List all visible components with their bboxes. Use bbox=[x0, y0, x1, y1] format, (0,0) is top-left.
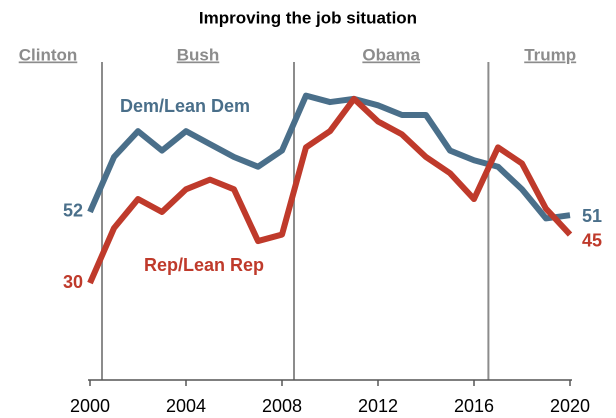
era-label: Clinton bbox=[19, 45, 78, 64]
x-tick-label: 2016 bbox=[454, 396, 494, 416]
x-tick-label: 2000 bbox=[70, 396, 110, 416]
value-label: 52 bbox=[63, 201, 83, 221]
x-tick-label: 2020 bbox=[550, 396, 590, 416]
series-label: Dem/Lean Dem bbox=[120, 96, 250, 116]
value-label: 30 bbox=[63, 272, 83, 292]
era-label: Obama bbox=[362, 45, 420, 64]
x-tick-label: 2004 bbox=[166, 396, 206, 416]
era-label: Trump bbox=[524, 45, 576, 64]
series-label: Rep/Lean Rep bbox=[144, 255, 264, 275]
chart-title: Improving the job situation bbox=[199, 8, 417, 27]
value-label: 51 bbox=[582, 206, 602, 226]
x-tick-label: 2012 bbox=[358, 396, 398, 416]
era-label: Bush bbox=[177, 45, 220, 64]
series-line bbox=[87, 95, 573, 285]
value-label: 45 bbox=[582, 230, 602, 250]
x-tick-label: 2008 bbox=[262, 396, 302, 416]
